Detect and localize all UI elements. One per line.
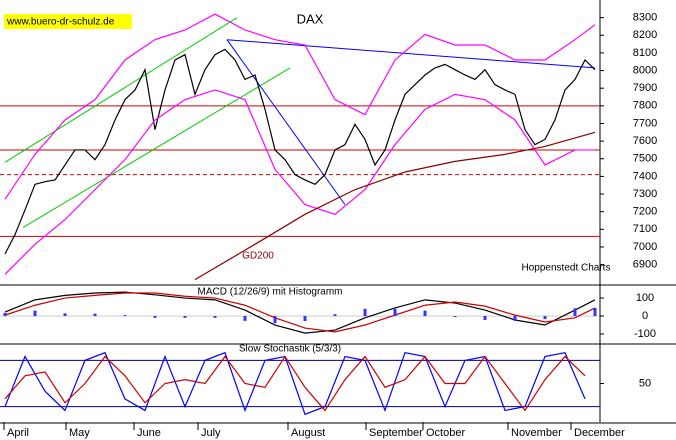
x-tick-label: November bbox=[511, 427, 562, 439]
x-tick-label: June bbox=[137, 427, 161, 439]
trend-line bbox=[226, 39, 596, 69]
watermark-box bbox=[4, 14, 132, 29]
histogram-bar bbox=[183, 316, 187, 318]
y-tick-label: -100 bbox=[634, 328, 656, 340]
histogram-bar bbox=[423, 310, 427, 317]
series-line bbox=[4, 291, 596, 334]
histogram-bar bbox=[453, 316, 457, 318]
y-tick-label: 7800 bbox=[633, 100, 657, 112]
histogram-bar bbox=[303, 316, 307, 322]
histogram-bar bbox=[3, 312, 7, 317]
watermark: www.buero-dr-schulz.de bbox=[6, 17, 115, 28]
y-tick-label: 7400 bbox=[633, 170, 657, 182]
histogram-bar bbox=[153, 316, 157, 318]
x-tick-label: December bbox=[574, 427, 625, 439]
y-tick-label: 7300 bbox=[633, 188, 657, 200]
y-tick-label: 8000 bbox=[633, 64, 657, 76]
y-tick-label: 7900 bbox=[633, 82, 657, 94]
histogram-bar bbox=[393, 308, 397, 317]
y-tick-label: 6900 bbox=[633, 259, 657, 271]
trend-line bbox=[226, 39, 346, 205]
series-line bbox=[194, 131, 596, 281]
histogram-bar bbox=[363, 308, 367, 317]
series-line bbox=[4, 292, 596, 333]
x-tick-label: May bbox=[69, 427, 90, 439]
histogram-bar bbox=[243, 316, 247, 321]
panel-title: DAX bbox=[297, 11, 324, 26]
y-tick-label: 8100 bbox=[633, 47, 657, 59]
series-line bbox=[4, 89, 595, 275]
histogram-bar bbox=[593, 307, 597, 317]
histogram-bar bbox=[63, 313, 67, 317]
x-tick-label: September bbox=[369, 427, 423, 439]
series-line bbox=[4, 48, 596, 255]
series-line bbox=[4, 13, 596, 200]
histogram-bar bbox=[513, 316, 517, 321]
y-tick-label: 7200 bbox=[633, 206, 657, 218]
y-tick-label: 7000 bbox=[633, 241, 657, 253]
histogram-bar bbox=[333, 314, 337, 317]
panel-title: MACD (12/26/9) mit Histogramm bbox=[197, 287, 342, 298]
y-tick-label: 100 bbox=[636, 292, 654, 304]
histogram-bar bbox=[543, 316, 547, 320]
histogram-bar bbox=[123, 315, 127, 317]
y-tick-label: 7100 bbox=[633, 223, 657, 235]
x-tick-label: August bbox=[291, 427, 325, 439]
annotation: GD200 bbox=[242, 251, 274, 262]
x-tick-label: October bbox=[426, 427, 465, 439]
y-tick-label: 7700 bbox=[633, 117, 657, 129]
histogram-bar bbox=[273, 316, 277, 324]
y-tick-label: 8300 bbox=[633, 12, 657, 24]
trend-line bbox=[22, 67, 291, 228]
histogram-bar bbox=[573, 308, 577, 317]
series-line bbox=[4, 355, 586, 412]
histogram-bar bbox=[93, 313, 97, 317]
y-tick-label: 0 bbox=[642, 310, 648, 322]
x-tick-label: April bbox=[7, 427, 29, 439]
panel-title: Slow Stochastik (5/3/3) bbox=[239, 344, 341, 355]
y-tick-label: 7600 bbox=[633, 135, 657, 147]
y-tick-label: 7500 bbox=[633, 153, 657, 165]
histogram-bar bbox=[33, 310, 37, 317]
y-tick-label: 8200 bbox=[633, 29, 657, 41]
annotation: Hoppenstedt Charts bbox=[522, 263, 611, 274]
y-tick-label: 50 bbox=[639, 377, 651, 389]
histogram-bar bbox=[213, 316, 217, 318]
series-line bbox=[4, 351, 586, 416]
trend-line bbox=[4, 17, 238, 163]
histogram-bar bbox=[483, 316, 487, 320]
x-tick-label: July bbox=[201, 427, 221, 439]
